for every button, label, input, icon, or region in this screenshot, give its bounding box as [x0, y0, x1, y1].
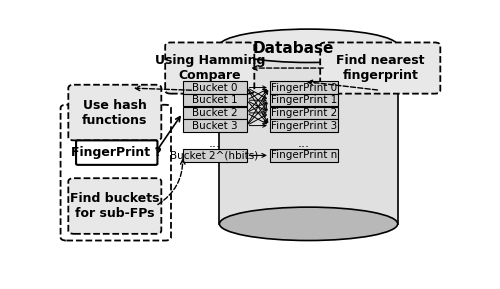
Text: Using Hamming
Compare: Using Hamming Compare	[154, 54, 265, 82]
Text: FingerPrint 1: FingerPrint 1	[270, 95, 337, 105]
Text: Find nearest
fingerprint: Find nearest fingerprint	[336, 54, 424, 82]
Bar	[182, 81, 246, 94]
Text: Database: Database	[252, 40, 334, 55]
Text: Use hash
functions: Use hash functions	[82, 99, 148, 127]
Bar	[182, 94, 246, 106]
FancyBboxPatch shape	[165, 42, 254, 94]
Bar	[270, 149, 338, 162]
Text: Bucket 0: Bucket 0	[192, 83, 238, 92]
Bar	[270, 107, 338, 119]
Text: FingerPrint n: FingerPrint n	[270, 150, 337, 160]
Text: FingerPrint 2: FingerPrint 2	[270, 108, 337, 118]
Bar	[220, 46, 398, 224]
FancyBboxPatch shape	[68, 178, 162, 234]
Ellipse shape	[220, 207, 398, 240]
Bar	[182, 119, 246, 132]
Text: ...: ...	[209, 137, 221, 150]
Text: FingerPrint 0: FingerPrint 0	[270, 83, 337, 92]
Bar	[182, 149, 246, 162]
Text: Find buckets
for sub-FPs: Find buckets for sub-FPs	[70, 192, 160, 220]
Text: Bucket 1: Bucket 1	[192, 95, 238, 105]
Bar	[270, 94, 338, 106]
Ellipse shape	[220, 29, 398, 62]
Text: ...: ...	[298, 137, 310, 150]
Bar	[270, 81, 338, 94]
Text: Bucket 2^(hbits): Bucket 2^(hbits)	[170, 150, 258, 160]
FancyBboxPatch shape	[68, 85, 162, 140]
FancyBboxPatch shape	[320, 42, 440, 94]
Text: FingerPrint ?: FingerPrint ?	[72, 146, 162, 159]
FancyBboxPatch shape	[76, 140, 158, 165]
Text: Bucket 2: Bucket 2	[192, 108, 238, 118]
Text: FingerPrint 3: FingerPrint 3	[270, 121, 337, 131]
Bar	[182, 107, 246, 119]
Text: Bucket 3: Bucket 3	[192, 121, 238, 131]
Bar	[270, 119, 338, 132]
